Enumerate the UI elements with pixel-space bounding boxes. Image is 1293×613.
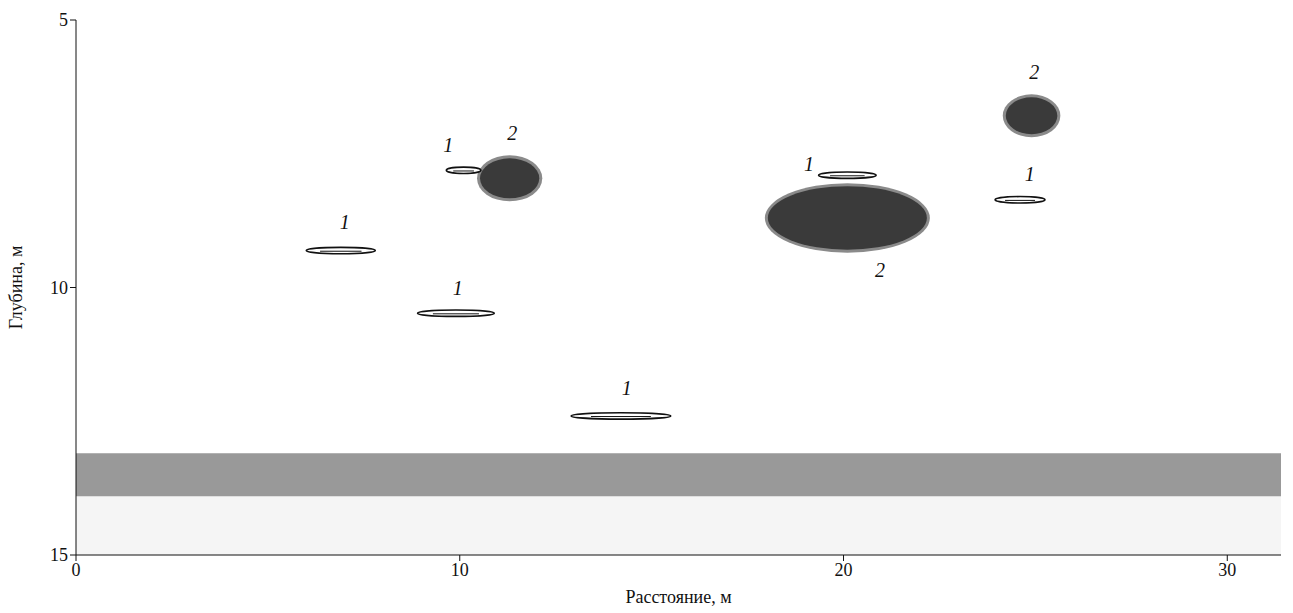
svg-text:20: 20 xyxy=(835,560,853,580)
svg-text:1: 1 xyxy=(1025,163,1035,185)
svg-text:1: 1 xyxy=(443,134,453,156)
svg-text:10: 10 xyxy=(50,278,68,298)
svg-text:2: 2 xyxy=(1029,61,1039,83)
svg-text:Расстояние, м: Расстояние, м xyxy=(625,587,731,607)
svg-text:1: 1 xyxy=(340,211,350,233)
svg-text:15: 15 xyxy=(50,545,68,565)
svg-text:10: 10 xyxy=(451,560,469,580)
svg-text:5: 5 xyxy=(59,10,68,30)
svg-text:1: 1 xyxy=(453,277,463,299)
svg-text:2: 2 xyxy=(875,259,885,281)
svg-text:30: 30 xyxy=(1218,560,1236,580)
svg-text:0: 0 xyxy=(72,560,81,580)
svg-text:Глубина, м: Глубина, м xyxy=(6,246,26,330)
svg-text:2: 2 xyxy=(507,122,517,144)
svg-text:1: 1 xyxy=(622,377,632,399)
svg-text:1: 1 xyxy=(804,153,814,175)
